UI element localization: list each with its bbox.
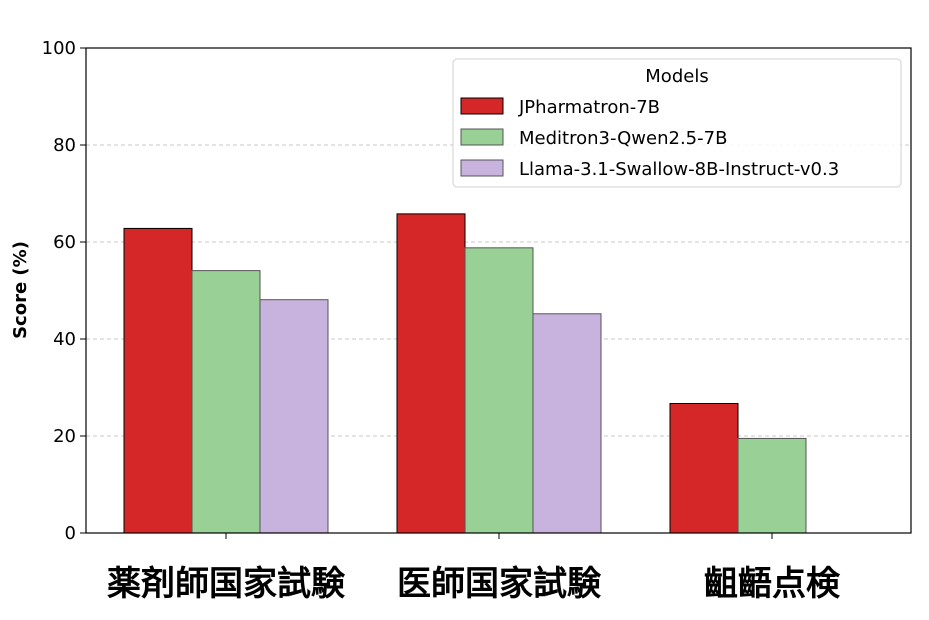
bars — [123, 213, 807, 534]
bar-jpharmatron-7b-2 — [669, 403, 739, 534]
y-tick-label: 80 — [53, 135, 76, 156]
x-axis-categories: 薬剤師国家試験 医師国家試験 齟齬点検 — [107, 533, 841, 604]
legend-swatch — [460, 128, 504, 146]
bar-meditron3-qwen2-5-7b-0 — [191, 270, 261, 534]
legend: Models JPharmatron-7B Meditron3-Qwen2.5-7… — [452, 58, 902, 188]
legend-label: JPharmatron-7B — [518, 97, 660, 118]
legend-swatch — [460, 97, 504, 115]
y-axis-ticks: 0 20 40 60 80 100 — [42, 38, 86, 544]
x-category-label: 医師国家試験 — [397, 564, 602, 604]
legend-swatch — [460, 159, 504, 177]
y-tick-label: 20 — [53, 426, 76, 447]
bar-meditron3-qwen2-5-7b-2 — [737, 437, 807, 534]
y-axis-label: Score (%) — [10, 241, 31, 339]
legend-box — [452, 58, 902, 188]
x-category-label: 薬剤師国家試験 — [107, 564, 346, 604]
y-tick-label: 0 — [65, 523, 76, 544]
y-tick-label: 100 — [42, 38, 76, 59]
x-category-label: 齟齬点検 — [704, 564, 841, 604]
legend-title: Models — [645, 66, 708, 87]
bar-jpharmatron-7b-1 — [396, 213, 466, 534]
bar-jpharmatron-7b-0 — [123, 227, 193, 534]
legend-label: Meditron3-Qwen2.5-7B — [519, 128, 727, 149]
legend-label: Llama-3.1-Swallow-8B-Instruct-v0.3 — [519, 159, 839, 180]
legend-items: JPharmatron-7B Meditron3-Qwen2.5-7B Llama-… — [460, 97, 839, 180]
bar-llama-3-1-swallow-8b-instruct-v0-3-1 — [532, 313, 602, 534]
bar-meditron3-qwen2-5-7b-1 — [464, 247, 534, 534]
y-tick-label: 40 — [53, 329, 76, 350]
bar-llama-3-1-swallow-8b-instruct-v0-3-0 — [259, 299, 329, 534]
y-tick-label: 60 — [53, 232, 76, 253]
